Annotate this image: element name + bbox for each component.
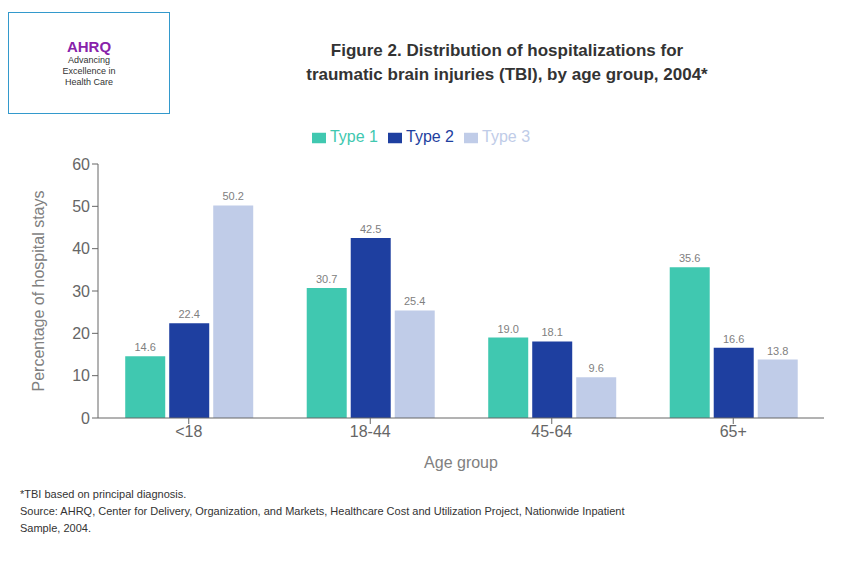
svg-text:10: 10	[72, 367, 90, 384]
svg-text:9.6: 9.6	[589, 362, 604, 374]
svg-text:<18: <18	[175, 423, 202, 440]
svg-text:22.4: 22.4	[179, 308, 200, 320]
svg-text:30: 30	[72, 283, 90, 300]
svg-text:35.6: 35.6	[679, 252, 700, 264]
html-text:Type 2: Type 2	[406, 128, 454, 145]
svg-text:50.2: 50.2	[223, 190, 244, 202]
html-text:Type 3: Type 3	[482, 128, 530, 145]
html-text:Health Care: Health Care	[65, 77, 113, 87]
svg-text:50: 50	[72, 198, 90, 215]
svg-text:Age group: Age group	[424, 454, 498, 471]
svg-text:65+: 65+	[720, 423, 747, 440]
svg-text:60: 60	[72, 156, 90, 173]
svg-text:Percentage of hospital stays: Percentage of hospital stays	[30, 190, 47, 391]
svg-text:30.7: 30.7	[316, 273, 337, 285]
html-text:AHRQ: AHRQ	[66, 38, 112, 55]
svg-text:13.8: 13.8	[767, 345, 788, 357]
svg-text:16.6: 16.6	[723, 333, 744, 345]
html-text:Source: AHRQ, Center for Deliv: Source: AHRQ, Center for Delivery, Organ…	[20, 505, 625, 517]
svg-text:45-64: 45-64	[531, 423, 572, 440]
svg-text:18.1: 18.1	[542, 326, 563, 338]
html-text:traumatic brain injuries (TBI): traumatic brain injuries (TBI), by age g…	[306, 65, 708, 84]
svg-text:42.5: 42.5	[360, 223, 381, 235]
svg-text:20: 20	[72, 325, 90, 342]
html-text:Advancing: Advancing	[68, 55, 110, 65]
html-text:Excellence in: Excellence in	[62, 66, 116, 76]
html-text:Sample, 2004.: Sample, 2004.	[20, 522, 91, 534]
svg-text:18-44: 18-44	[350, 423, 391, 440]
svg-text:19.0: 19.0	[498, 323, 519, 335]
svg-text:40: 40	[72, 240, 90, 257]
html-text:Type 1: Type 1	[330, 128, 378, 145]
svg-text:0: 0	[81, 410, 90, 427]
html-text:*TBI based on principal diagno: *TBI based on principal diagnosis.	[20, 488, 187, 500]
svg-text:14.6: 14.6	[135, 341, 156, 353]
html-text:Figure 2. Distribution of hosp: Figure 2. Distribution of hospitalizatio…	[330, 41, 684, 60]
svg-text:25.4: 25.4	[404, 295, 425, 307]
